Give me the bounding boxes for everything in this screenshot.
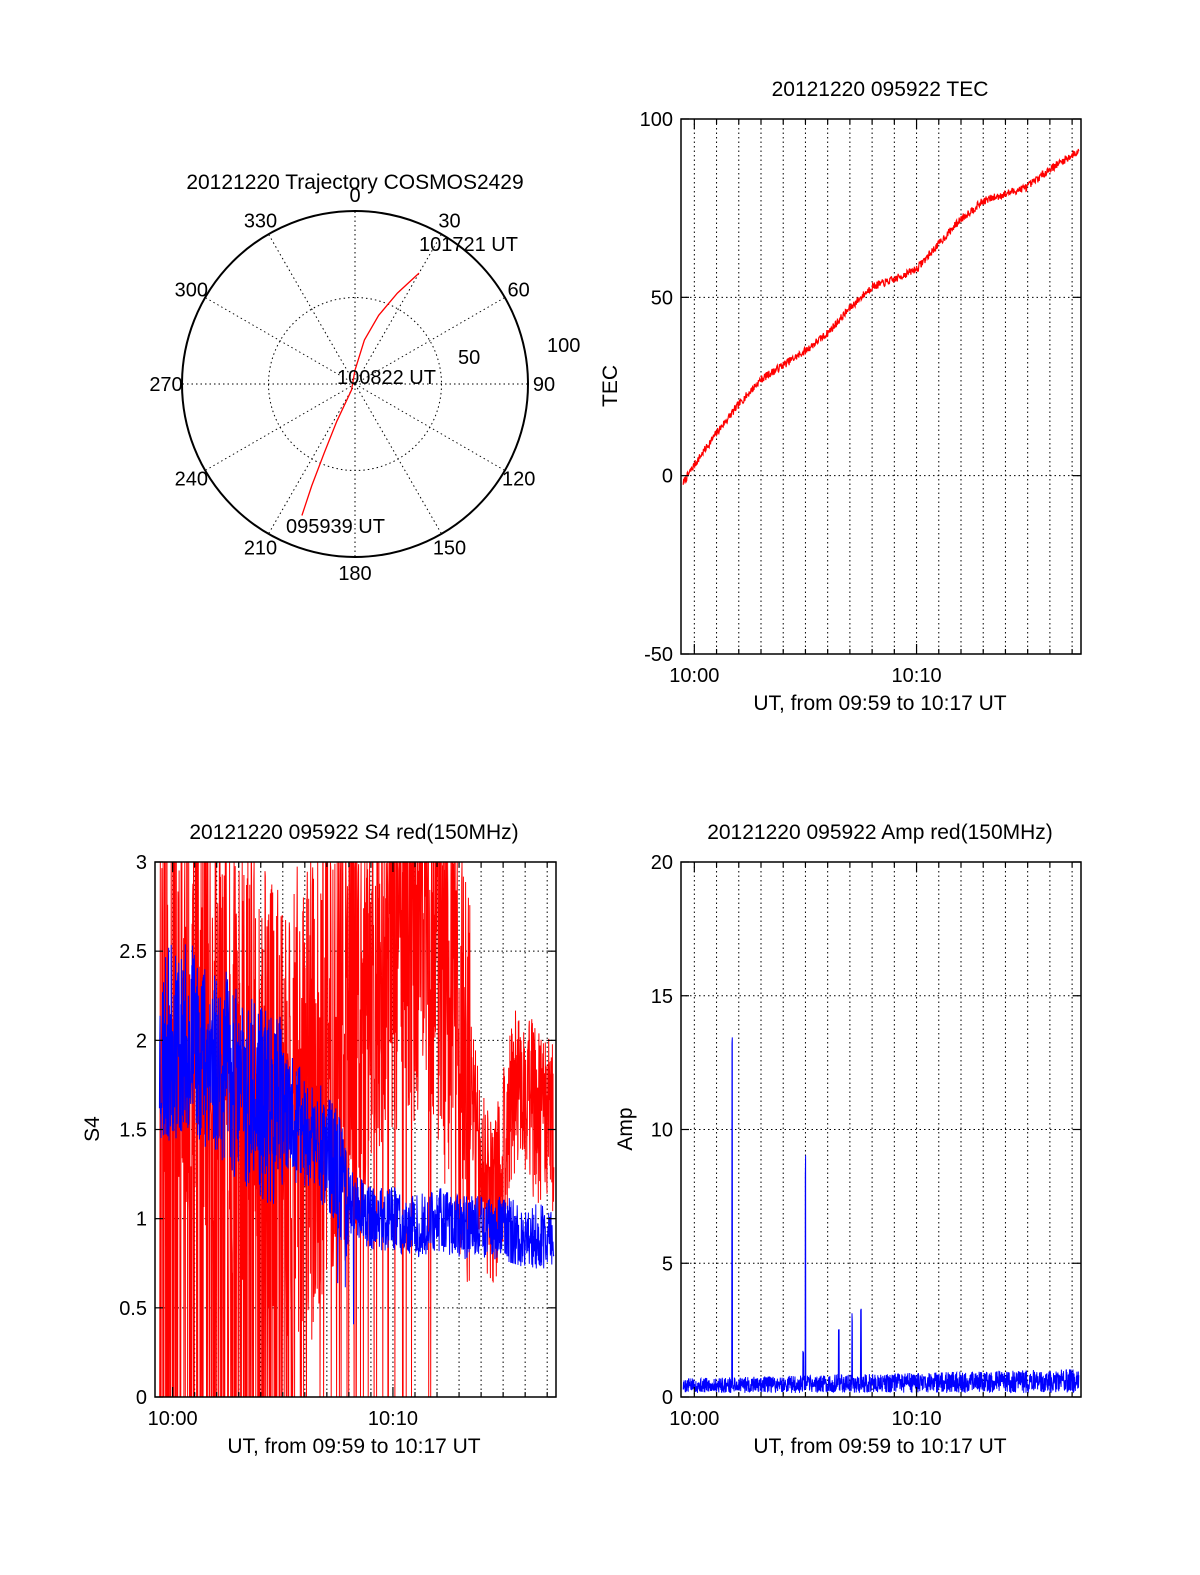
s4-y-ticks: 0 0.5 1 1.5 2 2.5 3: [119, 852, 556, 1409]
amp-x-ticks: 10:00 10:10: [669, 862, 1073, 1430]
tec-panel: 20121220 095922 TEC -50 0 50 100 10:00 10:10…: [599, 78, 1082, 715]
amp-panel: 20121220 095922 Amp red(150MHz) 0 5 10 15 20…: [614, 821, 1082, 1458]
s4-xtick-label: 10:10: [368, 1408, 418, 1430]
s4-series: [158, 861, 555, 1398]
polar-spoke-300: [204, 297, 356, 385]
azimuth-label-30: 30: [438, 210, 460, 232]
azimuth-label-240: 240: [175, 469, 208, 491]
amp-y-axis-label: Amp: [614, 1107, 637, 1150]
s4-ytick-label: 3: [136, 852, 147, 874]
polar-spoke-330: [268, 233, 356, 385]
trajectory-series: [301, 272, 420, 516]
amp-x-axis-label: UT, from 09:59 to 10:17 UT: [753, 1435, 1006, 1458]
s4-y-axis-label: S4: [81, 1116, 104, 1142]
tec-y-ticks: -50 0 50 100: [640, 109, 1081, 666]
tec-grid: [681, 119, 1081, 654]
tec-line: [682, 148, 1080, 485]
s4-ytick-label: 1.5: [119, 1120, 147, 1142]
amp-grid: [681, 862, 1081, 1397]
radial-label-100: 100: [547, 335, 580, 357]
s4-ytick-label: 2: [136, 1030, 147, 1052]
s4-x-ticks: 10:00 10:10: [148, 862, 548, 1430]
tec-x-axis-label: UT, from 09:59 to 10:17 UT: [753, 692, 1006, 715]
polar-spoke-30: [354, 233, 442, 385]
tec-title: 20121220 095922 TEC: [772, 78, 989, 101]
polar-spoke-240: [204, 383, 356, 471]
s4-xtick-label: 10:00: [148, 1408, 198, 1430]
amp-ytick-label: 15: [651, 986, 673, 1008]
amp-ytick-label: 20: [651, 852, 673, 874]
tec-y-axis-label: TEC: [599, 365, 622, 407]
azimuth-labels: 0 30 60 90 120 150 180 210 240 270 300 330: [149, 185, 555, 585]
polar-outer-circle: [181, 210, 529, 558]
trajectory-line: [301, 272, 420, 516]
amp-xtick-label: 10:00: [669, 1408, 719, 1430]
s4-panel: 20121220 095922 S4 red(150MHz) 0 0.5 1 1.5 2…: [81, 821, 557, 1458]
trajectory-title: 20121220 Trajectory COSMOS2429: [186, 171, 523, 194]
amp-ytick-label: 5: [662, 1253, 673, 1275]
radial-label-50: 50: [458, 347, 480, 369]
azimuth-label-270: 270: [149, 374, 182, 396]
polar-spoke-120: [354, 383, 506, 471]
annotation-end-time: 101721 UT: [419, 234, 518, 256]
tec-xtick-label: 10:00: [669, 665, 719, 687]
tec-plot-frame: [680, 118, 1082, 655]
s4-x-axis-label: UT, from 09:59 to 10:17 UT: [227, 1435, 480, 1458]
polar-spoke-210: [268, 383, 356, 535]
azimuth-label-210: 210: [244, 538, 277, 560]
azimuth-label-90: 90: [533, 374, 555, 396]
tec-series: [682, 148, 1080, 485]
azimuth-label-300: 300: [175, 280, 208, 302]
azimuth-label-180: 180: [338, 563, 371, 585]
polar-spoke-60: [354, 297, 506, 385]
polar-grid: [182, 211, 528, 557]
s4-ytick-label: 0.5: [119, 1298, 147, 1320]
s4-ytick-label: 1: [136, 1209, 147, 1231]
amp-line: [682, 1037, 1080, 1394]
s4-blue-line: [158, 944, 555, 1325]
amp-series: [682, 1037, 1080, 1394]
azimuth-label-120: 120: [502, 469, 535, 491]
polar-spoke-150: [354, 383, 442, 535]
tec-ytick-label: 0: [662, 466, 673, 488]
azimuth-label-330: 330: [244, 210, 277, 232]
trajectory-panel: 20121220 Trajectory COSMOS2429 0 30 60 90 12…: [149, 171, 580, 585]
amp-y-ticks: 0 5 10 15 20: [651, 852, 1081, 1409]
s4-title: 20121220 095922 S4 red(150MHz): [189, 821, 518, 844]
s4-ytick-label: 0: [136, 1387, 147, 1409]
amp-ytick-label: 10: [651, 1120, 673, 1142]
annotation-start-time: 095939 UT: [286, 516, 385, 538]
amp-ytick-label: 0: [662, 1387, 673, 1409]
azimuth-label-0: 0: [349, 185, 360, 207]
s4-ytick-label: 2.5: [119, 941, 147, 963]
azimuth-label-60: 60: [508, 280, 530, 302]
amp-title: 20121220 095922 Amp red(150MHz): [707, 821, 1053, 844]
tec-ytick-label: -50: [644, 644, 673, 666]
tec-ytick-label: 100: [640, 109, 673, 131]
annotation-mid-time: 100822 UT: [337, 367, 436, 389]
azimuth-label-150: 150: [433, 538, 466, 560]
amp-xtick-label: 10:10: [892, 1408, 942, 1430]
tec-x-ticks: 10:00 10:10: [669, 119, 1073, 687]
tec-xtick-label: 10:10: [892, 665, 942, 687]
tec-ytick-label: 50: [651, 287, 673, 309]
